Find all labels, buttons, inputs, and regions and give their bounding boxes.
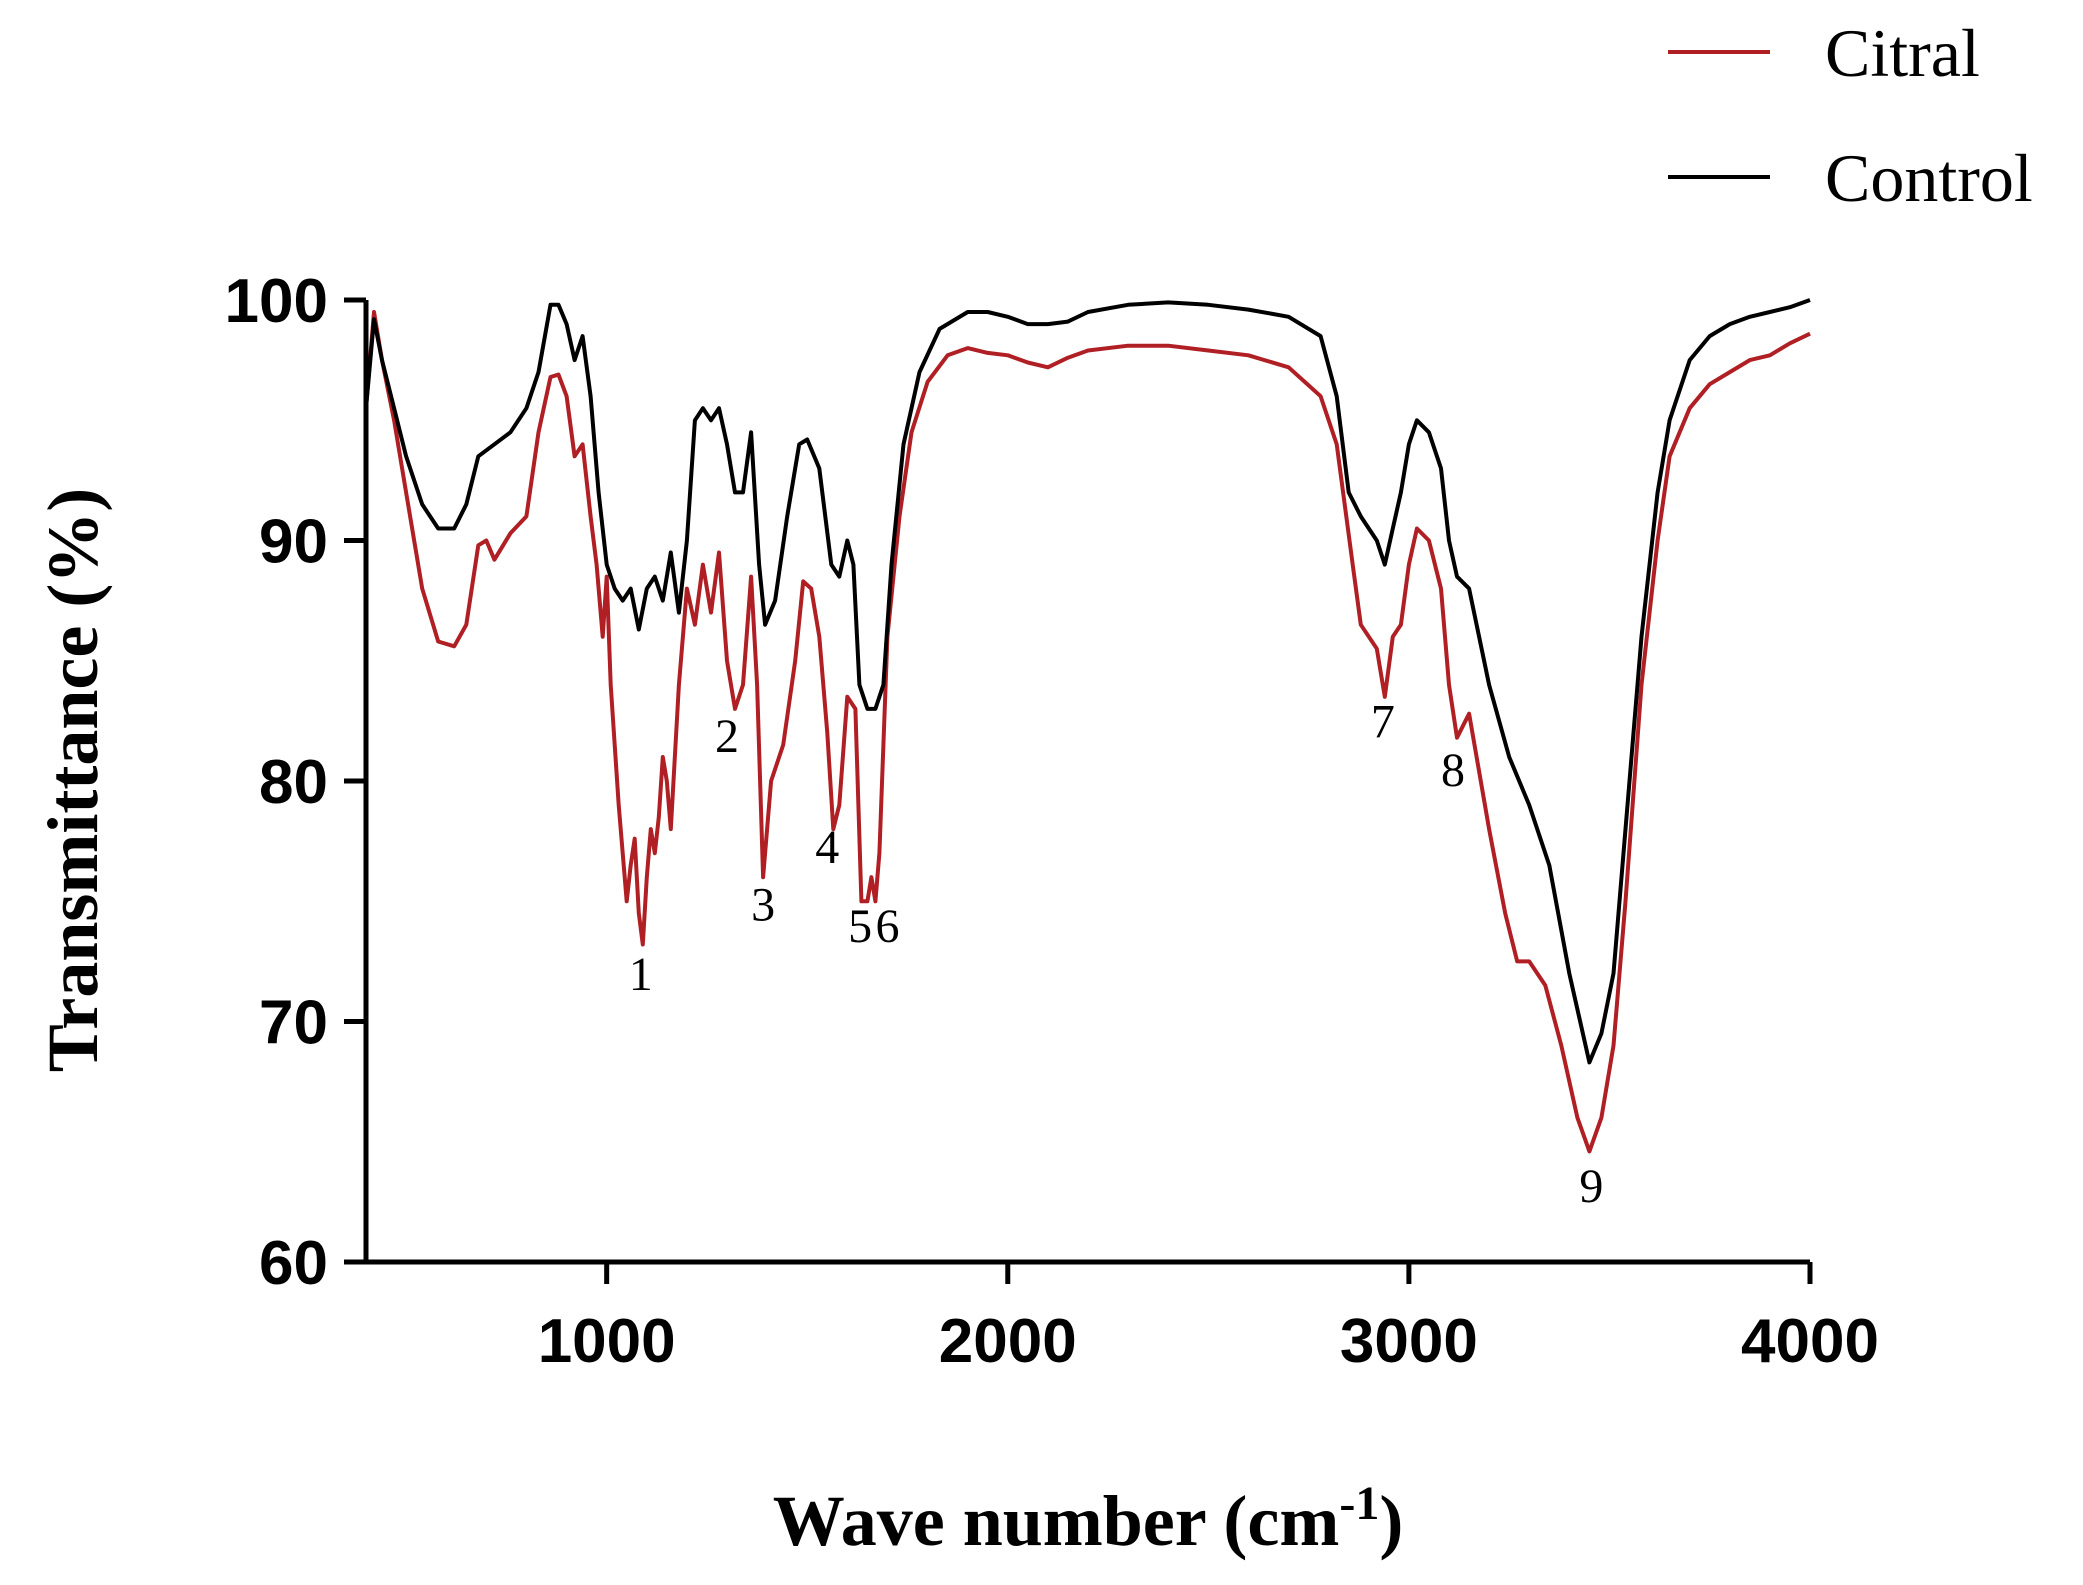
x-axis-title-close: ) (1379, 1481, 1403, 1561)
y-axis-title: Transmittance (%) (33, 488, 113, 1073)
x-tick-label: 4000 (1741, 1307, 1879, 1376)
legend: Citral Control (1668, 15, 2033, 216)
peak-label: 5 (848, 900, 872, 953)
x-axis-title: Wave number (cm-1) (773, 1477, 1404, 1561)
peak-label: 2 (715, 710, 739, 763)
y-tick-label: 60 (259, 1229, 328, 1298)
y-tick-label: 100 (225, 267, 328, 336)
peak-label: 6 (875, 900, 899, 953)
series-line-citral (364, 310, 1811, 1154)
x-axis-ticks: 1000 2000 3000 4000 (538, 1262, 1879, 1376)
x-tick-label: 1000 (538, 1307, 676, 1376)
legend-label-control: Control (1825, 140, 2033, 216)
series-line-control (364, 298, 1811, 1065)
plot-area (364, 298, 1811, 1154)
peak-label: 4 (815, 821, 839, 874)
legend-label-citral: Citral (1825, 15, 1980, 91)
y-axis-ticks: 60 70 80 90 100 (225, 267, 366, 1298)
x-tick-label: 2000 (939, 1307, 1077, 1376)
y-tick-label: 70 (259, 989, 328, 1058)
peak-label: 9 (1579, 1160, 1603, 1213)
x-axis-title-main: Wave number (cm (773, 1481, 1340, 1561)
peak-label: 7 (1371, 696, 1395, 749)
peak-label: 8 (1441, 744, 1465, 797)
x-axis-title-superscript: -1 (1339, 1477, 1379, 1530)
peak-label: 1 (629, 948, 653, 1001)
peak-annotations: 1 2 345 6 78 9 (629, 696, 1604, 1213)
peak-label: 3 (751, 878, 775, 931)
x-tick-label: 3000 (1340, 1307, 1478, 1376)
y-tick-label: 90 (259, 508, 328, 577)
y-tick-label: 80 (259, 748, 328, 817)
